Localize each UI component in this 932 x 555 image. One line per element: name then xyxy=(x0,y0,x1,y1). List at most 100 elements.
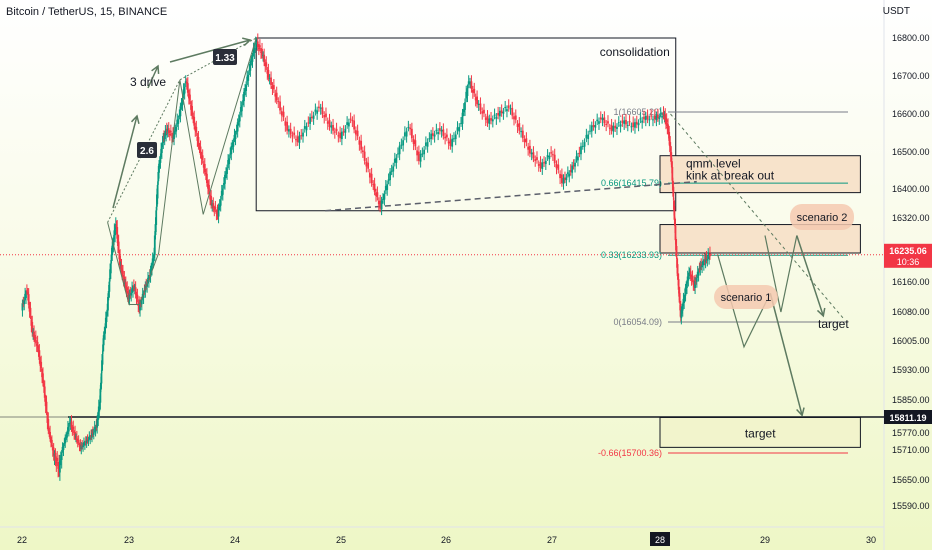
candle-body xyxy=(601,117,604,121)
candle-body xyxy=(431,133,434,136)
candle-body xyxy=(192,116,195,118)
candle-body xyxy=(575,156,578,160)
candle-body xyxy=(398,145,401,155)
candle-body xyxy=(112,239,115,246)
drive-arrow-2[interactable] xyxy=(147,65,159,89)
candle-body xyxy=(261,49,263,55)
drive-arrow-3-head xyxy=(242,37,252,47)
candle-body xyxy=(612,126,615,132)
candle-body xyxy=(42,383,45,387)
candle-body xyxy=(440,129,443,132)
candle-body xyxy=(529,145,531,154)
candle-body xyxy=(335,128,338,132)
drive-arrow-1[interactable] xyxy=(112,115,138,209)
ratio-1-33-badge xyxy=(213,49,237,65)
candle-body xyxy=(196,136,199,141)
target-zone-label: target xyxy=(745,426,776,440)
box-consolidation[interactable] xyxy=(255,37,677,212)
candle-body xyxy=(599,117,602,120)
candle-body xyxy=(484,117,487,120)
candle-body xyxy=(453,138,455,140)
candle-body xyxy=(130,292,133,296)
candle-body xyxy=(156,184,159,199)
box-target-zone[interactable] xyxy=(659,416,861,448)
candle-body xyxy=(426,142,429,147)
candle-body xyxy=(154,224,157,236)
candle-body xyxy=(185,82,188,84)
neckline[interactable] xyxy=(325,180,697,212)
candle-body xyxy=(509,108,512,110)
candle-body xyxy=(64,437,67,444)
scenario-2-path[interactable] xyxy=(764,235,798,313)
candle-body xyxy=(82,445,84,448)
drive-arrow-1-head xyxy=(130,114,140,124)
candle-body xyxy=(578,152,581,154)
candle-body xyxy=(87,439,90,442)
candle-body xyxy=(377,200,380,205)
trend-dotted-line[interactable] xyxy=(670,113,845,321)
candle-body xyxy=(623,120,626,124)
y-tick-label: 16700.00 xyxy=(892,71,930,81)
candle-body xyxy=(356,130,359,137)
fib-label-0.33: 0.33(16233.93) xyxy=(601,250,662,260)
candle-body xyxy=(389,171,391,181)
candle-body xyxy=(561,174,563,184)
candle-body xyxy=(701,265,703,268)
candle-body xyxy=(89,437,92,440)
candle-body xyxy=(174,130,177,132)
candle-body xyxy=(572,165,575,167)
candle-body xyxy=(386,184,389,190)
box-qmm-level[interactable] xyxy=(659,155,861,194)
candle-body xyxy=(214,206,217,209)
candle-body xyxy=(210,195,213,205)
candle-body xyxy=(272,85,275,90)
candle-body xyxy=(659,113,662,115)
candle-body xyxy=(244,90,246,92)
candle-body xyxy=(254,43,257,45)
candle-body xyxy=(153,235,156,256)
candle-body xyxy=(162,136,165,143)
candle-body xyxy=(211,203,214,206)
candle-body xyxy=(221,188,224,195)
candle-body xyxy=(373,183,376,192)
y-tick-label: 15590.00 xyxy=(892,501,930,511)
candle-body xyxy=(537,164,540,166)
three-drive-dotted[interactable] xyxy=(107,37,257,223)
candle-body xyxy=(243,91,245,102)
candle-body xyxy=(296,136,299,143)
candle-body xyxy=(219,199,222,206)
candle-body xyxy=(402,140,405,146)
three-drive-zigzag[interactable] xyxy=(107,37,257,305)
candle-body xyxy=(433,134,436,137)
candle-body xyxy=(220,190,223,196)
candle-body xyxy=(375,192,377,196)
candle-body xyxy=(132,285,135,288)
candle-body xyxy=(178,115,181,117)
candle-body xyxy=(608,127,611,129)
candle-body xyxy=(305,126,308,131)
candle-body xyxy=(706,258,709,261)
candle-body xyxy=(181,98,184,105)
candle-body xyxy=(483,109,485,114)
candle-body xyxy=(314,109,317,112)
scenario-2-label: scenario 2 xyxy=(797,212,848,224)
current-price-badge xyxy=(884,243,932,268)
candle-body xyxy=(119,255,121,266)
candle-body xyxy=(83,442,85,444)
candle-body xyxy=(652,119,654,121)
candle-body xyxy=(407,126,410,128)
candle-body xyxy=(182,89,185,95)
candle-body xyxy=(409,127,412,130)
candle-body xyxy=(277,101,280,103)
scenario-2-arrow[interactable] xyxy=(796,235,825,317)
candle-body xyxy=(238,115,241,122)
candle-body xyxy=(491,119,494,122)
drive-arrow-3[interactable] xyxy=(169,39,251,63)
candle-body xyxy=(202,164,205,168)
candle-body xyxy=(684,287,687,296)
scenario-1-arrow[interactable] xyxy=(769,293,803,416)
candle-body xyxy=(25,294,27,298)
candle-body xyxy=(91,433,93,438)
